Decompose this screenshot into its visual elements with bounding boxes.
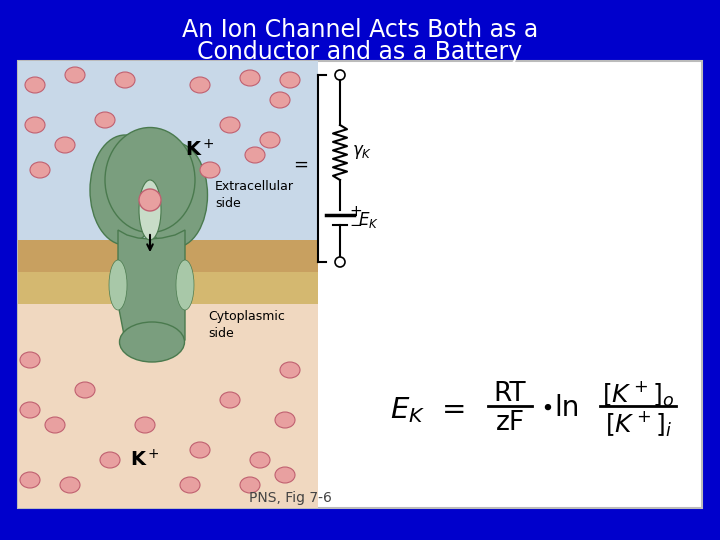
Bar (18, 61, 318, 240)
Ellipse shape (95, 112, 115, 128)
Text: K$^+$: K$^+$ (185, 139, 215, 160)
Ellipse shape (270, 92, 290, 108)
Ellipse shape (200, 162, 220, 178)
Text: ln: ln (554, 394, 580, 422)
Ellipse shape (55, 137, 75, 153)
Text: K$^+$: K$^+$ (130, 449, 160, 471)
Text: PNS, Fig 7-6: PNS, Fig 7-6 (248, 491, 331, 505)
Ellipse shape (100, 452, 120, 468)
Ellipse shape (220, 392, 240, 408)
Ellipse shape (190, 77, 210, 93)
Ellipse shape (260, 132, 280, 148)
Ellipse shape (275, 467, 295, 483)
Ellipse shape (45, 417, 65, 433)
Ellipse shape (75, 382, 95, 398)
Text: $[K^+]_i$: $[K^+]_i$ (605, 409, 672, 438)
Ellipse shape (25, 117, 45, 133)
Ellipse shape (250, 452, 270, 468)
Ellipse shape (240, 477, 260, 493)
Ellipse shape (180, 477, 200, 493)
Ellipse shape (65, 67, 85, 83)
Ellipse shape (245, 147, 265, 163)
Ellipse shape (280, 72, 300, 88)
Polygon shape (118, 230, 185, 349)
FancyBboxPatch shape (18, 61, 702, 508)
Bar (18, 272, 318, 304)
Text: Conductor and as a Battery: Conductor and as a Battery (197, 40, 523, 64)
Text: =: = (293, 156, 308, 174)
Text: $[K^+]_o$: $[K^+]_o$ (602, 380, 674, 409)
Ellipse shape (190, 442, 210, 458)
Ellipse shape (280, 362, 300, 378)
Ellipse shape (90, 135, 160, 245)
Text: −: − (349, 219, 361, 233)
Circle shape (335, 70, 345, 80)
Ellipse shape (240, 70, 260, 86)
Text: An Ion Channel Acts Both as a: An Ion Channel Acts Both as a (182, 18, 538, 42)
Bar (18, 240, 318, 272)
Text: $\bullet$: $\bullet$ (540, 397, 552, 417)
Ellipse shape (115, 72, 135, 88)
Circle shape (139, 189, 161, 211)
Ellipse shape (20, 402, 40, 418)
Text: Cytoplasmic
side: Cytoplasmic side (208, 310, 285, 340)
Ellipse shape (220, 117, 240, 133)
Circle shape (335, 257, 345, 267)
Ellipse shape (120, 322, 184, 362)
Bar (18, 304, 318, 508)
Text: +: + (349, 205, 361, 219)
Ellipse shape (176, 260, 194, 310)
Text: Extracellular
side: Extracellular side (215, 180, 294, 210)
Text: $E_K$: $E_K$ (390, 395, 425, 425)
Ellipse shape (143, 143, 207, 247)
Text: RT: RT (494, 381, 526, 407)
Ellipse shape (105, 127, 195, 233)
Ellipse shape (20, 472, 40, 488)
Text: zF: zF (495, 410, 525, 436)
Ellipse shape (135, 417, 155, 433)
Ellipse shape (109, 260, 127, 310)
Ellipse shape (20, 352, 40, 368)
Text: =: = (442, 396, 467, 424)
Ellipse shape (139, 180, 161, 240)
Ellipse shape (30, 162, 50, 178)
Ellipse shape (60, 477, 80, 493)
Ellipse shape (275, 412, 295, 428)
Ellipse shape (25, 77, 45, 93)
Text: $E_K$: $E_K$ (358, 210, 379, 230)
Text: $\gamma_K$: $\gamma_K$ (352, 143, 372, 161)
